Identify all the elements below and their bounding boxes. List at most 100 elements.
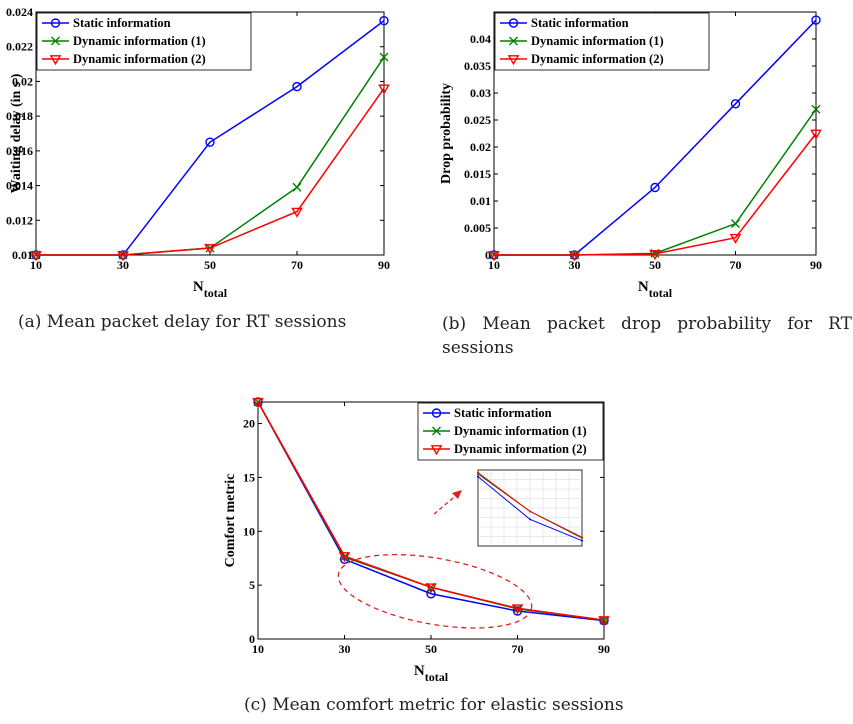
- y-tick-label: 0.01: [470, 194, 491, 208]
- legend-label-3: Dynamic information (2): [531, 52, 664, 66]
- y-tick-label: 0.04: [470, 32, 491, 46]
- x-tick-label: 50: [204, 258, 216, 272]
- data-point-3: [511, 604, 524, 615]
- legend-marker-3: [430, 445, 443, 456]
- data-point-3: [598, 616, 610, 627]
- legend-marker-3: [49, 55, 62, 66]
- series-line-3: [257, 401, 605, 621]
- x-tick-label: 10: [488, 258, 500, 272]
- x-tick-label: 30: [117, 258, 129, 272]
- data-point-3: [729, 233, 742, 244]
- legend-label-2: Dynamic information (1): [531, 34, 664, 48]
- data-point-2: [292, 182, 302, 192]
- zoom-arrowhead: [452, 490, 462, 499]
- legend-marker-2: [509, 36, 518, 46]
- data-point-3: [425, 583, 437, 594]
- y-tick-label: 5: [249, 578, 255, 592]
- inset-point: [477, 471, 479, 474]
- data-point-3: [117, 251, 129, 262]
- x-tick-label: 10: [30, 258, 42, 272]
- data-point-3: [810, 129, 822, 140]
- data-point-1: [379, 15, 389, 26]
- legend-label-3: Dynamic information (2): [454, 442, 587, 456]
- data-point-3: [30, 251, 42, 262]
- inset-point: [529, 518, 531, 521]
- y-tick-label: 0.005: [464, 221, 491, 235]
- y-tick-label: 0.022: [6, 40, 33, 54]
- legend-label-1: Static information: [454, 406, 552, 420]
- legend-label-1: Static information: [73, 16, 171, 30]
- y-tick-label: 0.014: [6, 179, 33, 193]
- y-axis-label: Comfort metric: [223, 474, 238, 568]
- y-tick-label: 0.03: [470, 86, 491, 100]
- x-tick-label: 90: [378, 258, 390, 272]
- inset-point: [477, 475, 479, 478]
- y-axis-label: Waiting delay (in s ): [9, 73, 24, 193]
- legend-label-2: Dynamic information (1): [454, 424, 587, 438]
- data-point-1: [730, 99, 741, 109]
- x-tick-label: 30: [339, 642, 351, 656]
- inset-point: [529, 510, 531, 513]
- data-point-3: [338, 552, 351, 563]
- data-point-2: [731, 219, 740, 229]
- y-tick-label: 0.025: [464, 113, 491, 127]
- data-point-1: [650, 182, 660, 193]
- data-point-3: [488, 251, 500, 262]
- x-tick-label: 50: [425, 642, 437, 656]
- x-tick-label: 90: [598, 642, 610, 656]
- caption-c: (c) Mean comfort metric for elastic sess…: [244, 695, 624, 715]
- y-tick-label: 0.01: [12, 248, 33, 262]
- legend-marker-1: [431, 408, 442, 418]
- inset-point: [581, 539, 583, 542]
- zoom-ellipse: [337, 553, 533, 629]
- chart-c: 10 30 50 70 90 0 5 10 15 20 Ntotal Comfort metric St…: [223, 397, 610, 684]
- y-tick-label: 0.018: [6, 109, 33, 123]
- y-tick-label: 0.02: [470, 140, 491, 154]
- y-tick-label: 0: [249, 632, 255, 646]
- data-point-2: [379, 52, 389, 62]
- legend-marker-1: [508, 18, 519, 28]
- data-point-3: [568, 251, 581, 262]
- x-tick-label: 70: [730, 258, 742, 272]
- series-line-3: [36, 87, 385, 256]
- y-tick-label: 0.016: [6, 144, 33, 158]
- legend-box: [494, 12, 710, 71]
- legend-marker-2: [51, 36, 60, 46]
- caption-a: (a) Mean packet delay for RT sessions: [18, 312, 347, 332]
- data-point-1: [426, 589, 436, 599]
- y-tick-label: 0: [485, 248, 491, 262]
- zoom-arrow: [433, 493, 459, 515]
- x-tick-label: 70: [512, 642, 524, 656]
- data-point-2: [811, 104, 821, 114]
- x-tick-label: 10: [252, 642, 264, 656]
- x-axis-label: Ntotal: [414, 663, 449, 684]
- x-tick-label: 50: [649, 258, 661, 272]
- y-axis-label: Drop probability: [439, 83, 454, 184]
- data-point-1: [292, 81, 302, 92]
- inset-point: [581, 536, 583, 539]
- y-tick-label: 0.024: [6, 5, 33, 19]
- legend-label-2: Dynamic information (1): [73, 34, 206, 48]
- data-point-1: [205, 137, 215, 147]
- y-tick-label: 15: [243, 470, 255, 484]
- chart-b: 10 30 50 70 90 0 0.005 0.01 0.015 0.02 0.025 0.03 0.…: [439, 11, 822, 300]
- y-tick-label: 10: [243, 524, 255, 538]
- data-point-3: [252, 398, 264, 409]
- x-tick-label: 70: [291, 258, 303, 272]
- data-point-1: [512, 606, 523, 616]
- chart-a: 10 30 50 70 90 0.01 0.012 0.014 0.016 0.018 0.02 0.…: [6, 5, 390, 300]
- x-tick-label: 30: [569, 258, 581, 272]
- legend-label-1: Static information: [531, 16, 629, 30]
- legend-marker-3: [507, 55, 520, 66]
- x-tick-label: 90: [810, 258, 822, 272]
- data-point-3: [378, 84, 390, 95]
- x-axis-label: Ntotal: [193, 279, 228, 300]
- data-point-3: [291, 207, 303, 218]
- legend-label-3: Dynamic information (2): [73, 52, 206, 66]
- data-point-3: [649, 250, 661, 261]
- series-line-3: [494, 133, 817, 256]
- x-axis-label: Ntotal: [638, 279, 673, 300]
- legend-marker-2: [432, 426, 441, 436]
- y-tick-label: 0.012: [6, 213, 33, 227]
